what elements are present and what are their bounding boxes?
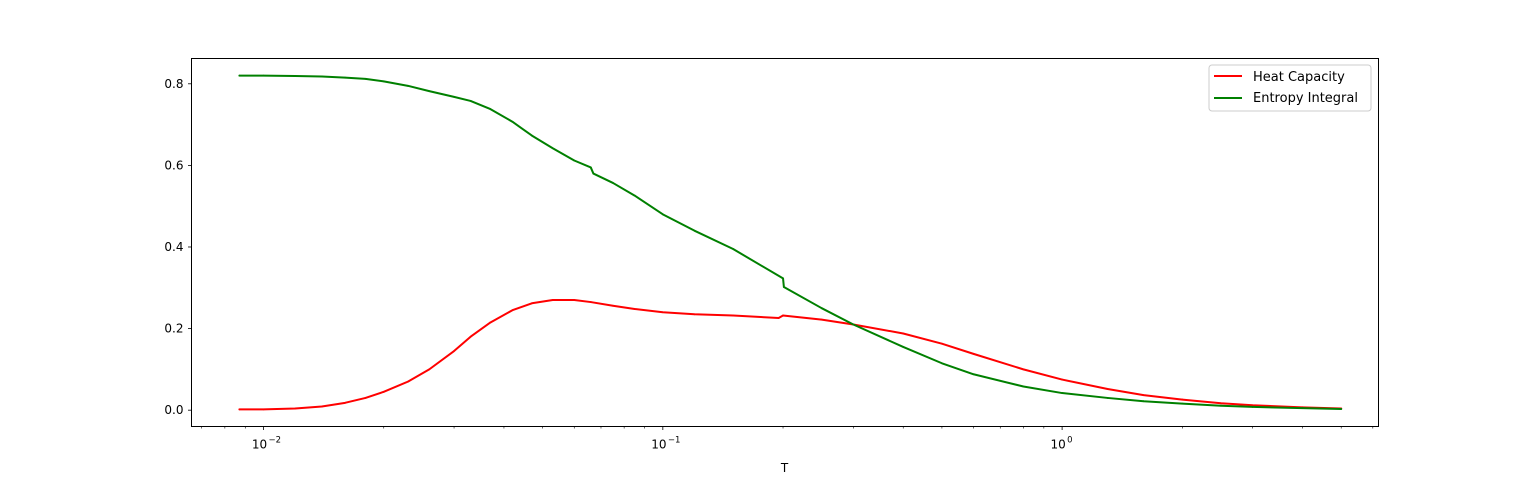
y-tick-label-2: 0.4	[164, 240, 183, 254]
series-point-0-14	[551, 299, 554, 301]
series-point-1-15	[573, 159, 576, 162]
series-point-1-10	[469, 100, 472, 102]
y-tick-label-4: 0.8	[164, 77, 183, 91]
series-point-0-24	[820, 318, 823, 321]
series-point-0-35	[1251, 404, 1254, 407]
series-point-1-24	[782, 286, 785, 288]
x-tick-exponent-1: −1	[668, 436, 681, 446]
series-point-1-30	[1022, 385, 1025, 388]
series-point-1-18	[612, 182, 614, 184]
y-tick-label-0: 0.0	[164, 403, 183, 417]
x-tick-exponent-2: 0	[1067, 436, 1072, 446]
series-point-0-2	[294, 407, 297, 410]
series-point-0-21	[732, 314, 735, 317]
plot-area	[191, 58, 1379, 427]
series-point-1-4	[344, 76, 346, 79]
series-point-1-35	[1220, 404, 1222, 407]
x-axis-ticks: 10 −2 10 −1 10 0	[201, 426, 1374, 452]
series-point-0-33	[1181, 398, 1184, 401]
y-axis-ticks: 0.0 0.2 0.4 0.6 0.8	[164, 77, 192, 417]
series-layer	[238, 74, 1343, 411]
series-point-1-31	[1061, 392, 1064, 394]
series-point-0-27	[941, 342, 943, 345]
series-point-1-7	[407, 84, 409, 87]
series-point-1-17	[592, 172, 595, 175]
series-point-1-27	[902, 346, 905, 348]
legend: Heat Capacity Entropy Integral	[1208, 64, 1372, 112]
legend-label-entropy-integral: Entropy Integral	[1253, 91, 1358, 106]
series-point-0-7	[407, 380, 409, 383]
series-point-1-1	[262, 74, 265, 77]
x-tick-exponent-0: −2	[269, 436, 282, 446]
series-point-1-28	[941, 362, 943, 365]
series-point-0-1	[262, 408, 265, 411]
series-point-0-34	[1220, 402, 1222, 405]
series-point-0-31	[1106, 388, 1109, 390]
series-point-1-19	[633, 194, 636, 197]
series-point-0-20	[693, 313, 696, 316]
series-point-0-22	[777, 317, 780, 319]
axes-frame	[191, 58, 1379, 427]
x-tick-label-0: 10	[252, 438, 267, 452]
series-point-1-23	[782, 277, 784, 280]
x-tick-label-2: 10	[1050, 438, 1065, 452]
series-point-1-8	[428, 90, 431, 93]
series-point-0-11	[489, 321, 492, 324]
series-point-1-14	[551, 147, 554, 150]
series-point-1-11	[489, 108, 492, 110]
series-point-1-5	[364, 78, 367, 80]
series-point-0-4	[344, 401, 346, 404]
legend-box	[1208, 64, 1372, 112]
series-point-1-16	[589, 166, 592, 169]
series-point-0-0	[238, 408, 241, 411]
series-point-0-10	[469, 335, 472, 338]
series-point-0-9	[453, 350, 455, 352]
x-axis-label: T	[780, 461, 789, 475]
series-point-0-8	[428, 368, 431, 371]
series-point-1-22	[732, 248, 735, 250]
series-point-1-0	[238, 74, 241, 77]
legend-label-heat-capacity: Heat Capacity	[1253, 70, 1345, 85]
series-point-0-16	[589, 301, 592, 303]
series-point-0-26	[902, 332, 905, 335]
y-tick-label-1: 0.2	[164, 322, 183, 336]
series-point-0-12	[511, 309, 514, 312]
series-point-1-33	[1142, 400, 1145, 403]
series-point-0-32	[1142, 394, 1145, 396]
series-point-0-15	[573, 299, 576, 301]
series-point-0-5	[364, 397, 367, 399]
series-point-1-26	[852, 323, 855, 326]
series-point-0-3	[321, 405, 323, 408]
series-point-1-36	[1251, 406, 1254, 408]
y-tick-label-3: 0.6	[164, 158, 183, 172]
series-point-0-29	[1022, 368, 1025, 371]
series-point-0-6	[382, 390, 385, 393]
series-line-0	[238, 299, 1343, 411]
series-point-1-29	[972, 373, 975, 376]
series-point-0-18	[633, 308, 636, 310]
series-point-1-34	[1181, 402, 1184, 405]
series-point-0-17	[612, 304, 614, 307]
series-point-1-3	[321, 75, 323, 78]
series-point-1-38	[1340, 408, 1343, 410]
series-point-1-25	[820, 307, 823, 310]
x-tick-label-1: 10	[651, 438, 666, 452]
series-point-1-21	[693, 229, 696, 232]
series-point-0-30	[1061, 378, 1064, 381]
series-point-1-12	[511, 120, 514, 123]
series-point-0-13	[531, 302, 533, 305]
series-point-1-13	[531, 134, 533, 137]
series-point-1-20	[661, 213, 664, 216]
series-point-1-37	[1301, 407, 1304, 410]
series-point-1-32	[1106, 397, 1109, 399]
series-point-0-19	[661, 311, 664, 314]
series-point-0-23	[782, 314, 784, 317]
series-point-1-9	[453, 95, 455, 98]
series-point-0-28	[972, 352, 975, 355]
series-point-1-2	[294, 75, 297, 77]
series-point-1-6	[382, 80, 385, 83]
